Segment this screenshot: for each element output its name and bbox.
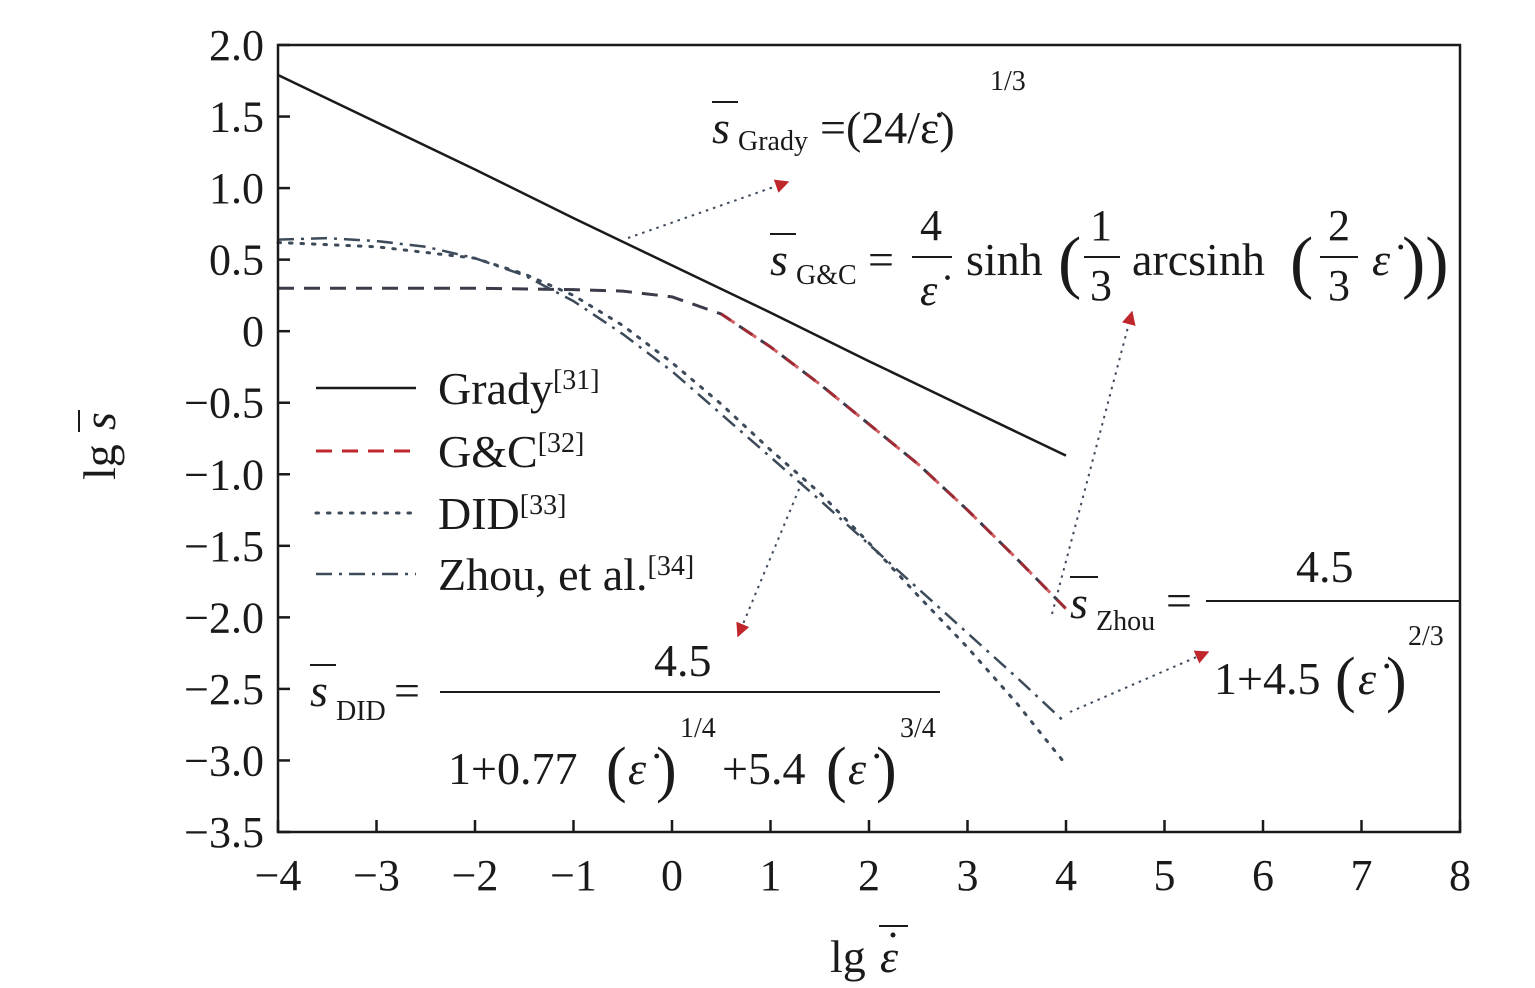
svg-text:)): )): [1402, 224, 1449, 301]
arrow-did: [736, 481, 803, 638]
svg-text:): ): [876, 736, 897, 804]
equation-zhou: s Zhou = 4.5 1+4.5 ( ε̇ ) 2/3: [1070, 541, 1460, 714]
series-layer: [276, 73, 1068, 767]
x-tick-label: 5: [1154, 851, 1176, 900]
svg-text:=: =: [394, 665, 420, 716]
svg-text:s: s: [310, 665, 328, 716]
svg-text:s: s: [74, 412, 125, 430]
svg-text:Zhou, et al.[34]: Zhou, et al.[34]: [438, 549, 694, 600]
svg-text:): ): [656, 736, 677, 804]
y-tick-label: −1.0: [184, 450, 264, 499]
svg-text:s: s: [770, 234, 788, 285]
svg-text:3/4: 3/4: [900, 713, 936, 744]
y-tick-label: 0: [242, 307, 264, 356]
svg-text:arcsinh: arcsinh: [1132, 234, 1265, 285]
svg-text:(: (: [1058, 224, 1081, 301]
plot-frame: [276, 43, 1462, 834]
svg-text:(: (: [1290, 224, 1313, 301]
svg-text:1+0.77: 1+0.77: [448, 743, 577, 794]
svg-text:4: 4: [920, 201, 942, 250]
x-tick-label: 2: [858, 851, 880, 900]
svg-text:2: 2: [1328, 201, 1350, 250]
svg-text:DID: DID: [336, 696, 386, 727]
x-tick-label: 7: [1351, 851, 1373, 900]
y-tick-label: −2.0: [184, 593, 264, 642]
svg-text:3: 3: [1090, 261, 1112, 310]
svg-text:ε̇: ε̇: [1372, 234, 1404, 285]
legend: Grady[31] G&C[32] DID[33] Zhou, et al.[3…: [314, 363, 694, 600]
y-tick-label: −2.5: [184, 665, 264, 714]
svg-text:1/4: 1/4: [680, 713, 716, 744]
legend-item-zhou: Zhou, et al.[34]: [316, 549, 694, 600]
y-tick-label: −0.5: [184, 379, 264, 428]
legend-item-did: DID[33]: [314, 488, 566, 539]
y-axis-title: lg s: [74, 410, 125, 480]
equation-did: s DID = 4.5 1+0.77 ( ε̇ ) 1/4 +5.4 ( ε̇ …: [310, 635, 940, 804]
equation-gc: s G&C = 4 ε̇ sinh ( 1 3 arcsinh ( 2 3 ε̇…: [770, 201, 1449, 315]
arrow-gc: [1051, 310, 1136, 615]
arrow-grady: [627, 179, 790, 239]
y-tick-label: 1.5: [209, 93, 264, 142]
x-tick-label: 0: [661, 851, 683, 900]
x-axis-title: lg ε: [830, 925, 908, 982]
svg-text:s: s: [712, 102, 730, 153]
svg-text:Grady: Grady: [738, 126, 808, 157]
svg-text:): ): [1386, 646, 1407, 714]
y-tick-label: 1.0: [209, 164, 264, 213]
x-tick-label: 1: [760, 851, 782, 900]
arrow-zhou: [1069, 650, 1210, 713]
svg-text:G&C[32]: G&C[32]: [438, 426, 584, 477]
svg-text:(: (: [826, 736, 847, 804]
x-tick-label: 3: [957, 851, 979, 900]
svg-text:Zhou: Zhou: [1096, 606, 1155, 637]
y-tick-label: −1.5: [184, 522, 264, 571]
svg-text:=: =: [868, 234, 894, 285]
svg-text:sinh: sinh: [966, 234, 1043, 285]
x-tick-label: 4: [1055, 851, 1077, 900]
svg-text:4.5: 4.5: [654, 635, 712, 686]
svg-text:1/3: 1/3: [990, 66, 1026, 97]
series-line-solid: [277, 73, 1067, 457]
equation-grady: s Grady =(24/ε̇) 1/3: [712, 66, 1026, 157]
svg-text:3: 3: [1328, 261, 1350, 310]
pointer-arrows: [627, 179, 1210, 713]
y-tick-label: −3.0: [184, 736, 264, 785]
svg-text:Grady[31]: Grady[31]: [438, 363, 600, 414]
y-tick-label: 2.0: [209, 21, 264, 70]
svg-text:+5.4: +5.4: [722, 743, 805, 794]
ticks-layer: −4 −3 −2 −1 0 1 2 3 4 5 6 7 8 2.0 1.5 1.0 0.5 0 −0.5 −1.0 −1…: [184, 21, 1471, 900]
legend-item-grady: Grady[31]: [316, 363, 600, 414]
x-tick-label: 6: [1252, 851, 1274, 900]
svg-text:ε: ε: [880, 931, 899, 982]
legend-item-gc: G&C[32]: [316, 426, 584, 477]
svg-text:1: 1: [1090, 201, 1112, 250]
y-tick-label: −3.5: [184, 808, 264, 857]
series-line-accent: [720, 312, 1068, 610]
svg-text:lg: lg: [830, 931, 866, 982]
x-tick-label: −1: [550, 851, 597, 900]
svg-text:1+4.5: 1+4.5: [1214, 653, 1320, 704]
svg-text:s: s: [1070, 577, 1088, 628]
svg-text:=: =: [1166, 575, 1192, 626]
svg-text:2/3: 2/3: [1408, 621, 1444, 652]
x-tick-label: −3: [353, 851, 400, 900]
svg-text:4.5: 4.5: [1296, 541, 1354, 592]
svg-text:=(24/ε̇): =(24/ε̇): [820, 102, 955, 153]
svg-text:ε̇: ε̇: [920, 266, 950, 315]
svg-text:(: (: [1335, 646, 1356, 714]
svg-text:(: (: [606, 736, 627, 804]
x-tick-label: −4: [255, 851, 302, 900]
svg-text:lg: lg: [74, 444, 125, 480]
svg-text:G&C: G&C: [796, 260, 857, 291]
x-tick-label: −2: [452, 851, 499, 900]
y-tick-label: 0.5: [209, 236, 264, 285]
svg-text:DID[33]: DID[33]: [438, 488, 566, 539]
x-tick-label: 8: [1449, 851, 1471, 900]
